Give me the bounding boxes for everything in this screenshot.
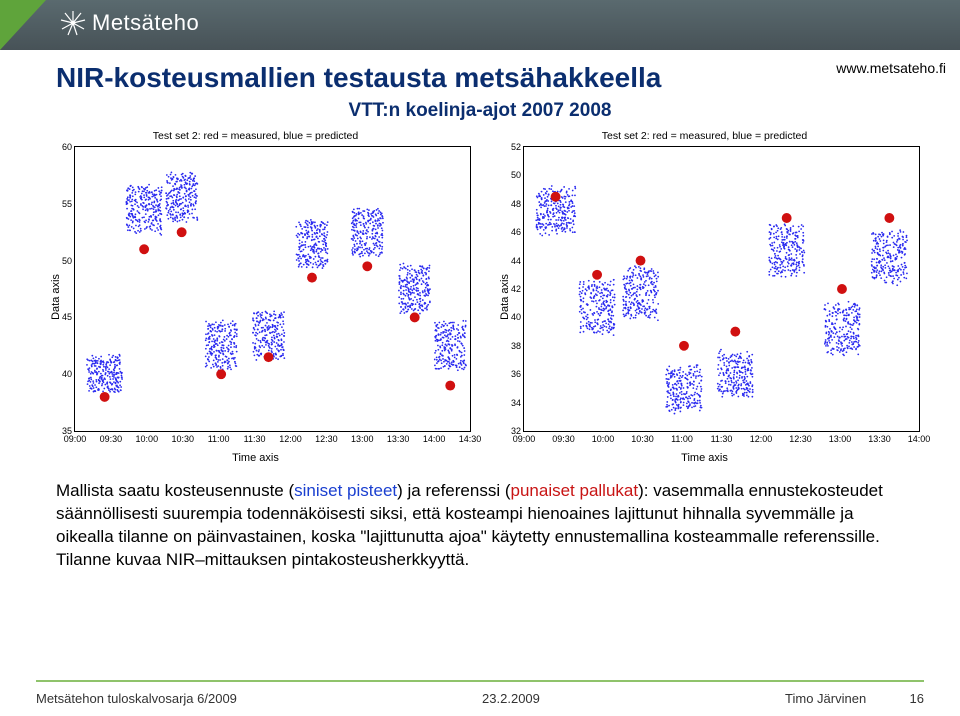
footer-center: 23.2.2009 xyxy=(482,691,540,706)
chart-left: Test set 2: red = measured, blue = predi… xyxy=(36,132,475,462)
para-blue: siniset pisteet xyxy=(294,481,397,500)
footer-author: Timo Järvinen xyxy=(785,691,866,706)
footer-rule xyxy=(36,680,924,682)
para-mid1: ) ja referenssi ( xyxy=(397,481,510,500)
brand-name: Metsäteho xyxy=(92,10,199,36)
para-lead: Mallista saatu kosteusennuste ( xyxy=(56,481,294,500)
body-paragraph: Mallista saatu kosteusennuste (siniset p… xyxy=(56,480,904,572)
slide-title: NIR-kosteusmallien testausta metsähakkee… xyxy=(56,62,661,94)
header-band: Metsäteho xyxy=(0,0,960,50)
footer-left: Metsätehon tuloskalvosarja 6/2009 xyxy=(36,691,237,706)
charts-row: Test set 2: red = measured, blue = predi… xyxy=(36,132,924,462)
footer: Metsätehon tuloskalvosarja 6/2009 23.2.2… xyxy=(36,691,924,706)
chart-left-xlabel: Time axis xyxy=(36,452,475,464)
chart-left-box: 35404550556009:0009:3010:0010:3011:0011:… xyxy=(74,146,471,432)
brand-logo: Metsäteho xyxy=(60,10,199,36)
chart-right: Test set 2: red = measured, blue = predi… xyxy=(485,132,924,462)
slide-subtitle: VTT:n koelinja-ajot 2007 2008 xyxy=(0,100,960,122)
chart-left-ylabel: Data axis xyxy=(50,274,62,320)
site-url: www.metsateho.fi xyxy=(836,60,946,76)
footer-right: Timo Järvinen 16 xyxy=(785,691,924,706)
para-red: punaiset pallukat xyxy=(511,481,639,500)
chart-left-title: Test set 2: red = measured, blue = predi… xyxy=(36,130,475,142)
chart-right-box: 323436384042444648505209:0009:3010:0010:… xyxy=(523,146,920,432)
brand-burst-icon xyxy=(60,10,86,36)
chart-right-title: Test set 2: red = measured, blue = predi… xyxy=(485,130,924,142)
footer-page: 16 xyxy=(910,691,924,706)
chart-right-xlabel: Time axis xyxy=(485,452,924,464)
chart-right-ylabel: Data axis xyxy=(499,274,511,320)
brand-triangle xyxy=(0,0,46,50)
